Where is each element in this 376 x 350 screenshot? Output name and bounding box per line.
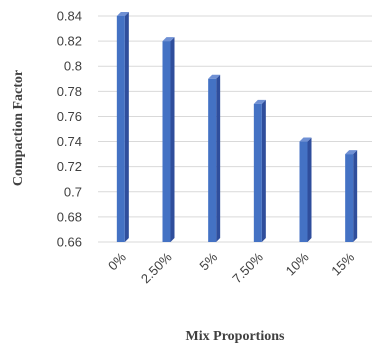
x-axis-ticks: 0% 2.50% 5% 7.50% 10% 15% bbox=[105, 249, 358, 286]
bar-side-face bbox=[170, 37, 175, 242]
bar-front-face bbox=[208, 78, 217, 243]
bar bbox=[299, 137, 312, 242]
y-tick-label: 0.76 bbox=[57, 109, 82, 124]
y-tick-label: 0.7 bbox=[64, 184, 82, 199]
y-tick-label: 0.68 bbox=[57, 209, 82, 224]
bar-top-face bbox=[116, 12, 129, 16]
bar bbox=[162, 37, 175, 242]
bar bbox=[253, 99, 266, 242]
x-tick-label: 0% bbox=[105, 249, 129, 273]
x-axis-title: Mix Proportions bbox=[186, 329, 285, 344]
bar-side-face bbox=[261, 99, 266, 242]
y-tick-label: 0.82 bbox=[57, 34, 82, 49]
bar-top-face bbox=[345, 150, 358, 155]
x-tick-label: 2.50% bbox=[138, 249, 175, 286]
bar-top-face bbox=[208, 74, 221, 79]
y-axis-ticks: 0.66 0.68 0.7 0.72 0.74 0.76 0.78 0.8 0.82 0.84 bbox=[57, 9, 82, 250]
gridlines bbox=[98, 15, 372, 243]
bar-front-face bbox=[116, 16, 125, 242]
bar bbox=[116, 12, 129, 242]
bar-front-face bbox=[162, 41, 171, 242]
y-tick-label: 0.8 bbox=[64, 59, 82, 74]
bar-front-face bbox=[253, 103, 262, 242]
y-tick-label: 0.78 bbox=[57, 84, 82, 99]
bars bbox=[116, 12, 358, 243]
bar bbox=[345, 150, 358, 242]
bar-top-face bbox=[253, 99, 266, 104]
x-tick-label: 10% bbox=[283, 249, 312, 278]
bar-top-face bbox=[162, 37, 175, 42]
bar-front-face bbox=[345, 154, 354, 242]
y-axis-title: Compaction Factor bbox=[11, 70, 26, 186]
y-tick-label: 0.66 bbox=[57, 235, 82, 250]
bar-side-face bbox=[353, 150, 358, 242]
bar-side-face bbox=[124, 12, 129, 242]
y-tick-label: 0.72 bbox=[57, 159, 82, 174]
bar-side-face bbox=[216, 74, 221, 243]
y-tick-label: 0.74 bbox=[57, 134, 82, 149]
bar bbox=[208, 74, 221, 243]
x-tick-label: 5% bbox=[196, 249, 220, 273]
x-tick-label: 7.50% bbox=[229, 249, 266, 286]
bar-side-face bbox=[307, 137, 312, 242]
x-tick-label: 15% bbox=[328, 249, 357, 278]
y-tick-label: 0.84 bbox=[57, 9, 82, 24]
bar-top-face bbox=[299, 137, 312, 142]
bar-front-face bbox=[299, 141, 308, 242]
